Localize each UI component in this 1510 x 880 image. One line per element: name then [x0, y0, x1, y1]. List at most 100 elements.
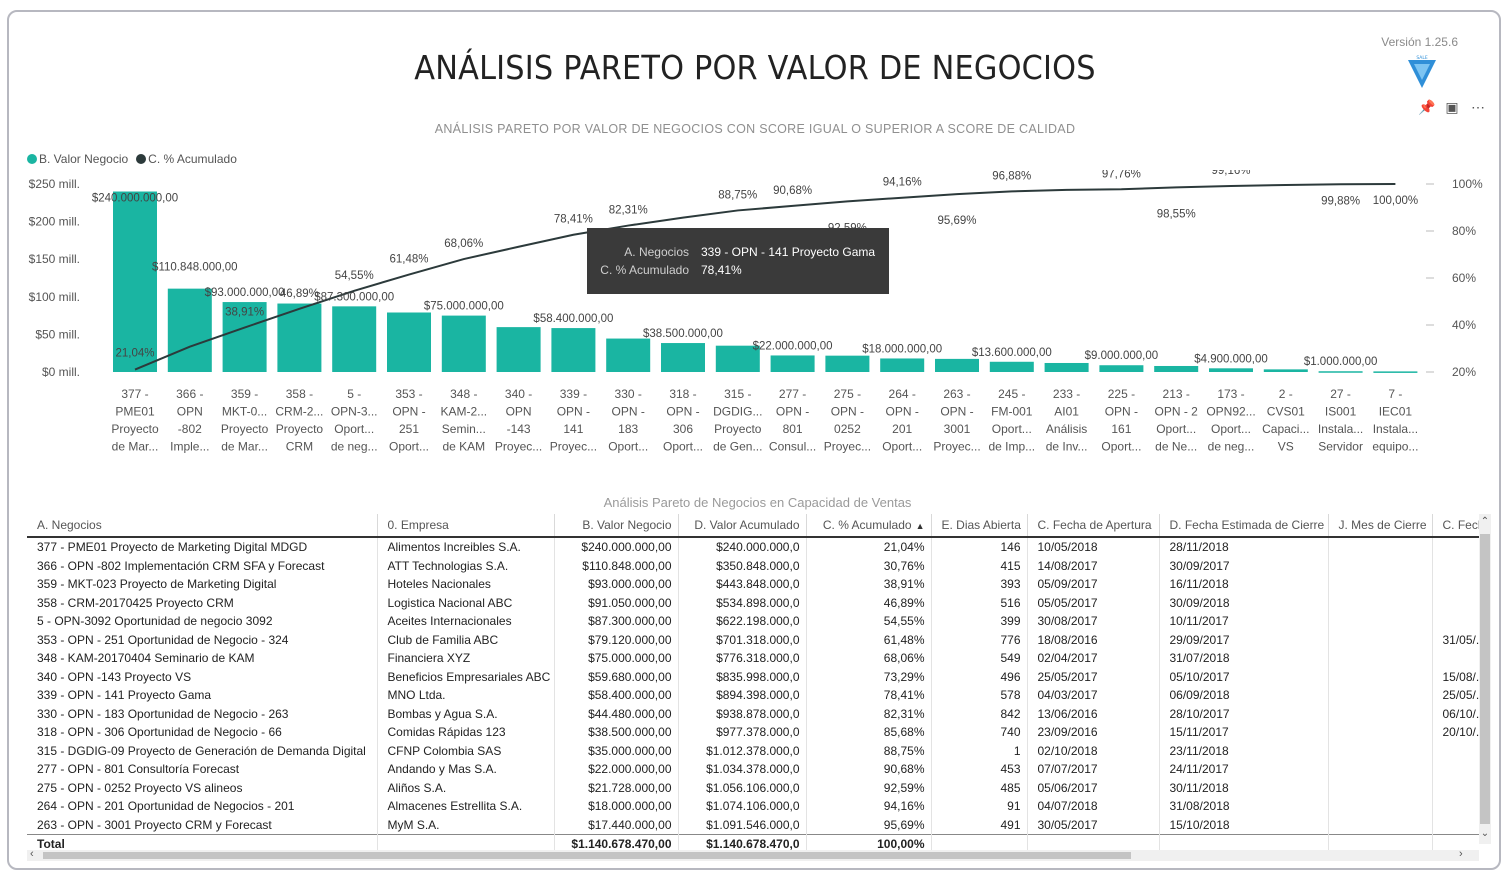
table-row[interactable]: 340 - OPN -143 Proyecto VS Beneficios Emp… — [27, 667, 1479, 686]
column-header[interactable]: B. Valor Negocio — [554, 514, 679, 538]
bar — [441, 315, 486, 372]
table-cell: 16/11/2018 — [1159, 575, 1329, 594]
table-row[interactable]: 359 - MKT-023 Proyecto de Marketing Digi… — [27, 575, 1479, 594]
x-tick-label: IEC01 — [1379, 405, 1413, 419]
table-cell: $1.012.378.000,0 — [678, 741, 807, 760]
line-data-label: 90,68% — [773, 185, 812, 197]
bar — [332, 306, 377, 372]
table-row[interactable]: 348 - KAM-20170404 Seminario de KAM Finan… — [27, 649, 1479, 668]
table-row[interactable]: 366 - OPN -802 Implementación CRM SFA y … — [27, 556, 1479, 575]
table-total-row[interactable]: Total $1.140.678.470,00 $1.140.678.470,0 10… — [27, 834, 1479, 850]
table-cell — [1328, 593, 1433, 612]
sort-ascending-icon[interactable]: ▲ — [915, 521, 925, 531]
table-row[interactable]: 5 - OPN-3092 Oportunidad de negocio 3092… — [27, 612, 1479, 631]
pin-icon[interactable]: 📌 — [1418, 99, 1436, 115]
x-tick-label: 173 - — [1217, 387, 1244, 401]
table-cell: 30/08/2017 — [1027, 612, 1160, 631]
scroll-left-icon[interactable]: ‹ — [30, 848, 34, 860]
table-cell: $58.400.000,00 — [554, 686, 679, 705]
table-row[interactable]: 377 - PME01 Proyecto de Marketing Digita… — [27, 537, 1479, 557]
focus-mode-icon[interactable]: ▣ — [1445, 99, 1459, 115]
table-cell: 100,00% — [806, 834, 932, 850]
legend-dot-valor-icon — [27, 154, 37, 164]
x-tick-label: AI01 — [1054, 405, 1079, 419]
table-cell: 377 - PME01 Proyecto de Marketing Digita… — [27, 537, 378, 557]
x-tick-label: Consul... — [769, 440, 816, 454]
bar — [1209, 368, 1253, 372]
table-cell — [1432, 741, 1479, 760]
x-tick-label: de Mar... — [221, 440, 268, 454]
bar — [551, 328, 596, 372]
horizontal-scroll-thumb[interactable] — [43, 852, 1131, 859]
x-tick-label: Oport... — [1211, 422, 1251, 436]
table-cell: Alimentos Increibles S.A. — [377, 537, 555, 557]
table-row[interactable]: 315 - DGDIG-09 Proyecto de Generación de… — [27, 741, 1479, 760]
x-tick-label: de Imp... — [988, 440, 1035, 454]
legend-dot-acumulado-icon — [136, 154, 147, 164]
column-header[interactable]: C. Fecha de Apertura — [1027, 514, 1160, 538]
more-options-icon[interactable]: ⋯ — [1471, 99, 1485, 115]
x-tick-label: Proyec... — [495, 440, 542, 454]
bar — [770, 355, 815, 372]
table-cell: 23/09/2016 — [1027, 723, 1160, 742]
x-tick-label: 801 — [783, 422, 803, 436]
table-row[interactable]: 318 - OPN - 306 Oportunidad de Negocio -… — [27, 723, 1479, 742]
column-header[interactable]: D. Valor Acumulado — [678, 514, 807, 538]
table-cell: 23/11/2018 — [1159, 741, 1329, 760]
x-tick-label: OPN - 2 — [1155, 405, 1199, 419]
pareto-table-container[interactable]: A. Negocios 0. Empresa B. Valor Negocio D. … — [27, 514, 1479, 850]
table-cell: $701.318.000,0 — [678, 630, 807, 649]
x-tick-label: de neg... — [331, 440, 378, 454]
table-cell: 85,68% — [806, 723, 932, 742]
table-cell: $44.480.000,00 — [554, 704, 679, 723]
chart-subtitle: ANÁLISIS PARETO POR VALOR DE NEGOCIOS CO… — [434, 122, 1076, 136]
bar — [496, 327, 541, 372]
table-row[interactable]: 330 - OPN - 183 Oportunidad de Negocio -… — [27, 704, 1479, 723]
table-cell: 78,41% — [806, 686, 932, 705]
bar-data-label: $22.000.000,00 — [753, 340, 833, 352]
x-tick-label: 2 - — [1279, 387, 1293, 401]
cumulative-line — [134, 183, 1396, 371]
x-tick-label: 318 - — [669, 387, 696, 401]
table-cell: Financiera XYZ — [377, 649, 555, 668]
table-cell: 10/05/2018 — [1027, 537, 1160, 557]
column-header[interactable]: J. Mes de Cierre — [1328, 514, 1433, 538]
x-tick-label: OPN — [177, 405, 203, 419]
table-row[interactable]: 358 - CRM-20170425 Proyecto CRM Logistica… — [27, 593, 1479, 612]
x-tick-label: Proyecto — [714, 422, 762, 436]
column-header[interactable]: C. Fech — [1432, 514, 1479, 538]
x-tick-label: 277 - — [779, 387, 806, 401]
vertical-scrollbar[interactable]: ⌃ ⌄ — [1479, 514, 1491, 844]
table-cell: $835.998.000,0 — [678, 667, 807, 686]
table-cell: 549 — [931, 649, 1028, 668]
column-header[interactable]: D. Fecha Estimada de Cierre — [1159, 514, 1329, 538]
column-header[interactable]: C. % Acumulado ▲ — [806, 514, 932, 538]
column-header[interactable]: A. Negocios — [27, 514, 378, 538]
x-tick-label: 359 - — [231, 387, 258, 401]
table-cell: 94,16% — [806, 797, 932, 816]
vertical-scroll-thumb[interactable] — [1480, 534, 1490, 824]
table-row[interactable]: 275 - OPN - 0252 Proyecto VS alineos Aliñ… — [27, 778, 1479, 797]
table-cell: 06/10/... — [1432, 704, 1479, 723]
table-row[interactable]: 277 - OPN - 801 Consultoría Forecast Anda… — [27, 760, 1479, 779]
table-row[interactable]: 353 - OPN - 251 Oportunidad de Negocio -… — [27, 630, 1479, 649]
column-header[interactable]: 0. Empresa — [377, 514, 555, 538]
table-cell: 399 — [931, 612, 1028, 631]
scroll-down-icon[interactable]: ⌄ — [1480, 828, 1490, 839]
table-row[interactable]: 264 - OPN - 201 Oportunidad de Negocios … — [27, 797, 1479, 816]
legend-item-valor[interactable]: B. Valor Negocio — [27, 152, 128, 166]
pareto-table: A. Negocios 0. Empresa B. Valor Negocio D. … — [27, 514, 1479, 850]
scroll-right-icon[interactable]: › — [1459, 848, 1463, 860]
table-cell: $21.728.000,00 — [554, 778, 679, 797]
table-cell — [1328, 778, 1433, 797]
table-cell — [1432, 649, 1479, 668]
table-row[interactable]: 339 - OPN - 141 Proyecto Gama MNO Ltda. $5… — [27, 686, 1479, 705]
legend-item-acumulado[interactable]: C. % Acumulado — [136, 152, 237, 166]
table-cell: 318 - OPN - 306 Oportunidad de Negocio -… — [27, 723, 378, 742]
scroll-up-icon[interactable]: ⌃ — [1480, 516, 1490, 527]
table-row[interactable]: 263 - OPN - 3001 Proyecto CRM y Forecast… — [27, 815, 1479, 835]
x-tick-label: CRM — [286, 440, 313, 454]
column-header[interactable]: E. Dias Abierta — [931, 514, 1028, 538]
x-tick-label: Capaci... — [1262, 422, 1309, 436]
horizontal-scrollbar[interactable]: ‹ › — [27, 848, 1479, 861]
